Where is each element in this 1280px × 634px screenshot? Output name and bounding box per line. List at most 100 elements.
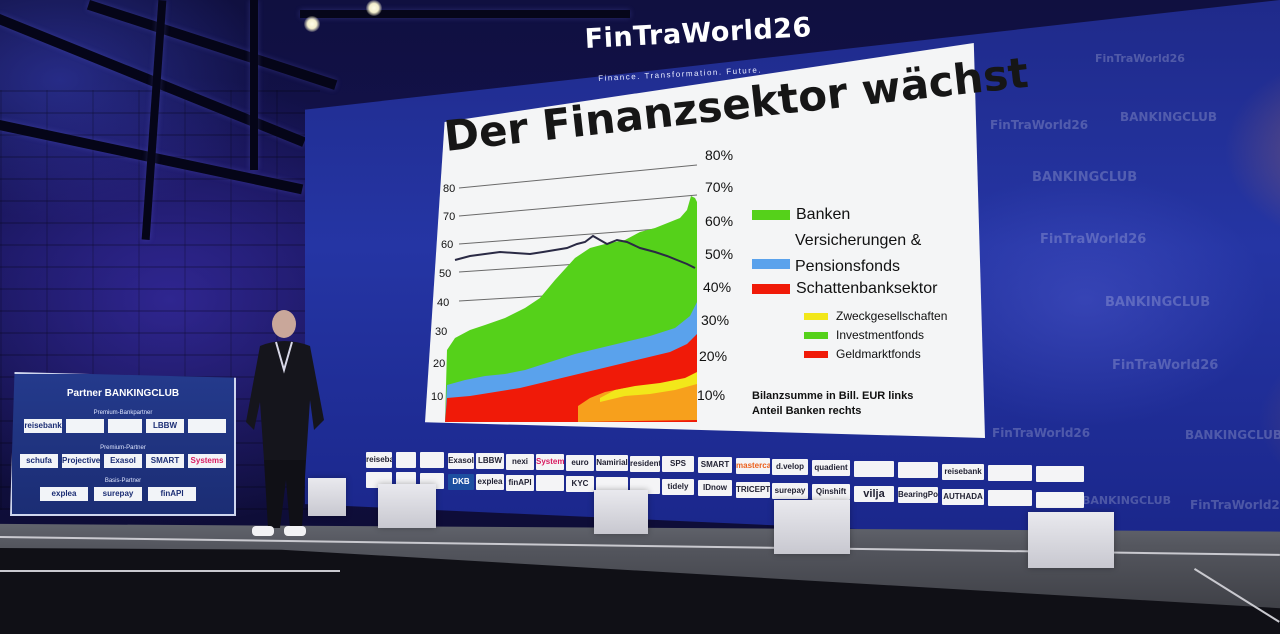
area-spv xyxy=(600,372,697,402)
watermark-fintraworld: FinTraWorld26 xyxy=(1095,52,1185,65)
sponsor-logo: DKB xyxy=(448,474,474,490)
legend-swatch xyxy=(804,332,828,340)
sponsor-logo: nexi xyxy=(506,454,534,470)
sponsor-logo xyxy=(854,461,894,477)
partner-logo xyxy=(66,419,104,433)
watermark-bankingclub: BANKINGCLUB xyxy=(1032,170,1138,185)
tick-label-left: 30 xyxy=(435,326,447,338)
tick-label-right: 20% xyxy=(699,348,727,364)
partner-logo: surepay xyxy=(94,487,142,501)
legend-swatch xyxy=(804,313,828,321)
gridline xyxy=(458,194,698,217)
partner-logo xyxy=(188,419,226,433)
sponsor-logo xyxy=(1036,466,1084,482)
legend-swatch xyxy=(752,209,790,220)
watermark-fintraworld: FinTraWorld26 xyxy=(1112,358,1219,373)
tick-label-right: 80% xyxy=(705,147,733,163)
partner-logo: Projective xyxy=(62,454,100,468)
partner-tier-label: Premium-Bankpartner xyxy=(93,410,153,416)
tick-label-right: 50% xyxy=(705,246,733,262)
sponsor-logo xyxy=(988,465,1032,481)
sublegend-money-market-funds: Geldmarktfonds xyxy=(804,347,921,361)
legend-label: Geldmarktfonds xyxy=(836,347,921,361)
partner-logo: SMART xyxy=(146,454,184,468)
watermark-fintraworld: FinTraWorld26 xyxy=(992,426,1091,440)
sponsor-logo xyxy=(420,452,444,468)
partner-logo: Systems xyxy=(188,454,226,468)
sublegend-spv: Zweckgesellschaften xyxy=(804,309,947,323)
tick-label-right: 30% xyxy=(701,312,729,328)
gridline xyxy=(458,164,698,189)
partner-logo: explea xyxy=(40,487,88,501)
stage-spotlight xyxy=(366,0,382,16)
sponsor-logo: quadient xyxy=(812,460,850,476)
tick-label-left: 60 xyxy=(441,239,453,251)
watermark-bankingclub: BANKINGCLUB xyxy=(1082,494,1171,507)
stage-edge-line xyxy=(0,570,340,572)
sponsor-logo: LBBW xyxy=(476,453,504,469)
legend-label: Zweckgesellschaften xyxy=(836,309,948,323)
partner-banner: Partner BANKINGCLUB Premium-Bankpartner … xyxy=(10,372,236,516)
partner-tier-label: Basis-Partner xyxy=(104,478,142,484)
partner-logo: schufa xyxy=(20,454,58,468)
partner-logo xyxy=(108,419,142,433)
watermark-bankingclub: BANKINGCLUB xyxy=(1105,295,1211,310)
sponsor-logo: tidely xyxy=(662,479,694,495)
partner-logo: Exasol xyxy=(104,454,142,468)
sponsor-logo: SMART xyxy=(698,457,732,473)
speaker-shoe xyxy=(284,526,306,536)
legend-item-pension: Pensionsfonds xyxy=(795,258,900,276)
sponsor-logo: reisebank xyxy=(942,464,984,480)
sponsor-logo xyxy=(988,490,1032,506)
legend-swatch xyxy=(752,258,790,269)
sponsor-logo: euro xyxy=(566,455,594,471)
tick-label-left: 10 xyxy=(431,391,443,403)
partner-logo: finAPI xyxy=(148,487,196,501)
slide-note-line: Bilanzsumme in Bill. EUR links xyxy=(752,390,914,402)
stage-seat-cube xyxy=(774,500,850,554)
sponsor-logo: Qinshift xyxy=(812,484,850,500)
sponsor-logo: AUTHADA xyxy=(942,489,984,505)
legend-item-banks: Banken xyxy=(752,206,850,224)
series-bank-share-line xyxy=(454,234,696,269)
legend-label: Schattenbanksektor xyxy=(796,280,938,297)
ceiling-truss xyxy=(300,10,630,18)
sponsor-logo xyxy=(396,452,416,468)
watermark-fintraworld: FinTraWorld26 xyxy=(990,118,1089,132)
sponsor-logo xyxy=(536,475,564,491)
speaker-on-stage xyxy=(246,310,324,536)
stacked-area-chart: 80 70 60 50 40 30 20 10 80% 70% 60% 50% … xyxy=(431,147,733,422)
left-axis-ticks: 80 70 60 50 40 30 20 10 xyxy=(431,183,455,403)
tick-label-left: 40 xyxy=(437,297,449,309)
tick-label-right: 60% xyxy=(705,213,733,229)
stage-seat-cube xyxy=(594,490,648,534)
sponsor-logo: SPS xyxy=(662,456,694,472)
sponsor-logo: KYC xyxy=(566,476,594,492)
sponsor-logo xyxy=(898,462,938,478)
sponsor-logo: Namirial xyxy=(596,455,628,471)
legend-swatch xyxy=(752,283,790,294)
legend-label: Banken xyxy=(796,206,851,223)
slide-note: Bilanzsumme in Bill. EUR links Anteil Ba… xyxy=(752,389,913,419)
speaker-trousers xyxy=(264,460,306,528)
sublegend-investment-funds: Investmentfonds xyxy=(804,328,924,342)
stage-seat-cube xyxy=(1028,512,1114,568)
sponsor-logo: d.velop xyxy=(772,459,808,475)
legend-label: Versicherungen & xyxy=(795,232,922,249)
sponsor-logo-strip: reisebank Exasol LBBW nexi Systems euro … xyxy=(366,450,1086,520)
watermark-bankingclub: BANKINGCLUB xyxy=(1185,428,1280,442)
tick-label-left: 70 xyxy=(443,211,455,223)
partner-logo: reisebank xyxy=(24,419,62,433)
tick-label-right: 40% xyxy=(703,279,731,295)
sponsor-logo: mastercard xyxy=(736,458,770,474)
tick-label-right: 70% xyxy=(705,179,733,195)
speaker-shoe xyxy=(252,526,274,536)
legend-item-shadow-banks: Schattenbanksektor xyxy=(752,280,937,298)
sponsor-logo: surepay xyxy=(772,483,808,499)
watermark-bankingclub: BANKINGCLUB xyxy=(1120,110,1218,124)
tick-label-left: 20 xyxy=(433,358,445,370)
legend-swatch-insurance xyxy=(752,255,790,273)
sponsor-logo: reisebank xyxy=(366,452,392,468)
speaker-jacket xyxy=(246,341,324,460)
